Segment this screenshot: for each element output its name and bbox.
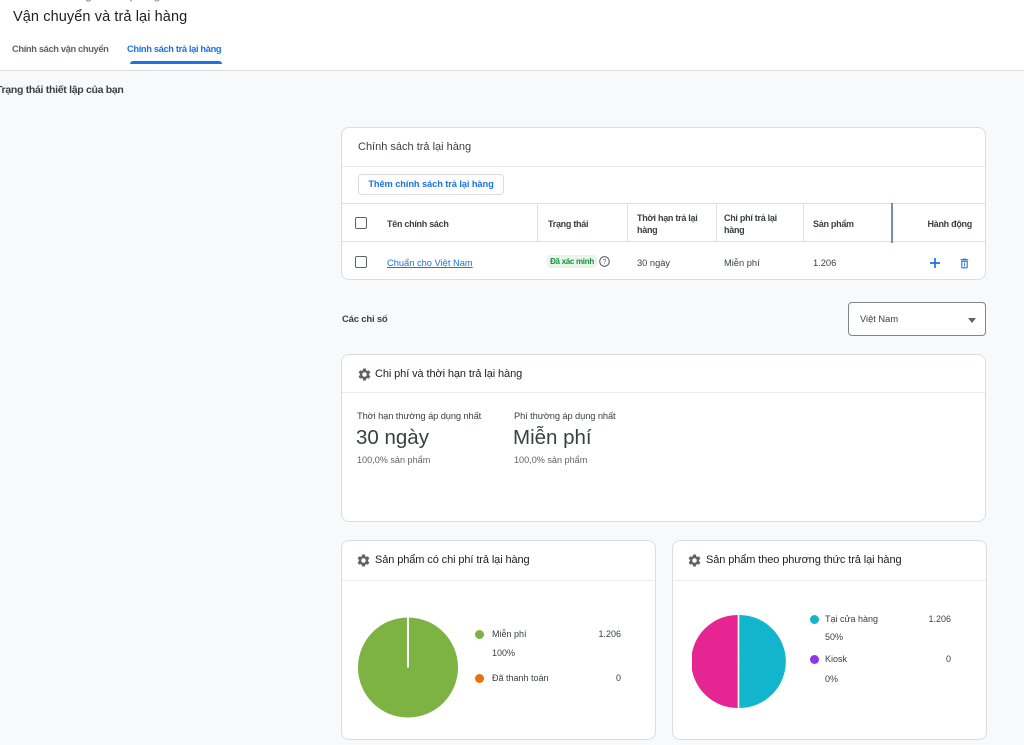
svg-text:?: ? bbox=[603, 259, 607, 266]
